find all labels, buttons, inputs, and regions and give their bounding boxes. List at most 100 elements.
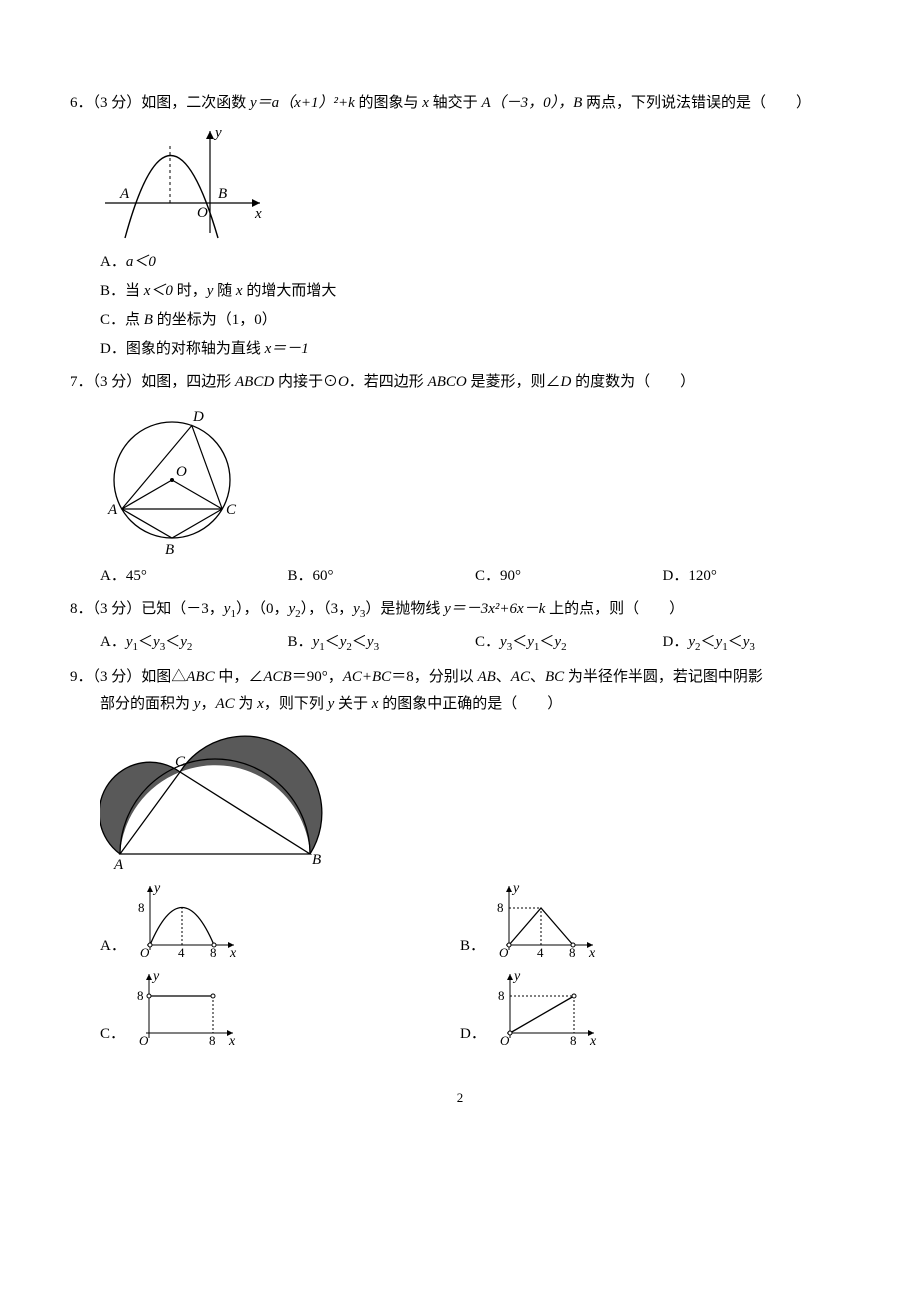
label: C．点	[100, 312, 144, 328]
f: ABCD	[235, 374, 274, 390]
q7-optD: D．120°	[663, 563, 851, 590]
q7-stem: 7．（3 分）如图，四边形 ABCD 内接于⊙O．若四边形 ABCO 是菱形，则…	[70, 369, 850, 396]
t: 8．（3 分）已知（－3，	[70, 601, 224, 617]
t: 为半径作半圆，若记图中阴影	[564, 669, 763, 685]
f: BC	[545, 669, 564, 685]
f: ABCO	[428, 374, 467, 390]
svg-text:4: 4	[178, 945, 185, 960]
q6-figure: y x A B O	[100, 123, 850, 243]
f: x＝－1	[265, 341, 309, 357]
f: B	[144, 312, 153, 328]
formula: a＜0	[126, 254, 156, 270]
svg-text:y: y	[213, 125, 222, 141]
f: y	[500, 634, 507, 650]
svg-text:O: O	[139, 1033, 149, 1048]
svg-text:x: x	[589, 1034, 597, 1048]
svg-text:A: A	[113, 857, 124, 873]
svg-text:O: O	[197, 205, 208, 221]
t: 中，∠	[215, 669, 264, 685]
f: AC+BC	[343, 669, 391, 685]
text: 轴交于	[429, 95, 482, 111]
t: ＜	[728, 634, 743, 650]
t: 为	[235, 696, 258, 712]
q6-optB: B．当 x＜0 时，y 随 x 的增大而增大	[100, 278, 850, 305]
svg-text:B: B	[165, 542, 174, 557]
f: y	[153, 634, 160, 650]
svg-text:y: y	[512, 969, 521, 984]
q6-optD: D．图象的对称轴为直线 x＝－1	[100, 336, 850, 363]
f: AB	[477, 669, 495, 685]
f: y	[180, 634, 187, 650]
t: 的度数为（ ）	[571, 374, 695, 390]
question-7: 7．（3 分）如图，四边形 ABCD 内接于⊙O．若四边形 ABCO 是菱形，则…	[70, 369, 850, 590]
q8-stem: 8．（3 分）已知（－3，y1），（0，y2），（3，y3）是抛物线 y＝－3x…	[70, 596, 850, 625]
svg-text:x: x	[229, 946, 237, 960]
s: 3	[374, 641, 380, 653]
q9-stem-line2: 部分的面积为 y，AC 为 x，则下列 y 关于 x 的图象中正确的是（ ）	[100, 691, 850, 718]
question-6: 6．（3 分）如图，二次函数 y＝a（x+1）²+k 的图象与 x 轴交于 A（…	[70, 90, 850, 363]
q9-options: A． 8 4 8 O y x B．	[100, 880, 850, 1056]
f: x＜0	[144, 283, 173, 299]
q7-optA: A．45°	[100, 563, 288, 590]
t: ＜	[352, 634, 367, 650]
svg-text:8: 8	[569, 945, 576, 960]
q7-optC: C．90°	[475, 563, 663, 590]
svg-text:C: C	[226, 502, 237, 518]
svg-text:8: 8	[137, 988, 144, 1003]
s: 2	[187, 641, 193, 653]
t: ），（3，	[301, 601, 354, 617]
t: 的图象中正确的是（ ）	[378, 696, 562, 712]
f: ABC	[186, 669, 214, 685]
q8-optB: B．y1＜y2＜y3	[288, 629, 476, 658]
q7-options: A．45° B．60° C．90° D．120°	[100, 563, 850, 590]
q7-figure: A B C D O	[100, 402, 850, 557]
page-number: 2	[70, 1086, 850, 1109]
f: y	[367, 634, 374, 650]
t: 内接于⊙	[274, 374, 338, 390]
q9-optB: B． 8 4 8 O y x	[460, 880, 820, 960]
q6-optA: A．a＜0	[100, 249, 850, 276]
q8-optD: D．y2＜y1＜y3	[663, 629, 851, 658]
svg-text:8: 8	[210, 945, 217, 960]
l: D．	[663, 634, 689, 650]
l: C．	[475, 634, 500, 650]
t: ＜	[325, 634, 340, 650]
svg-text:4: 4	[537, 945, 544, 960]
t: 是菱形，则∠	[467, 374, 561, 390]
svg-text:D: D	[192, 409, 204, 425]
f: AC	[215, 696, 234, 712]
q9-optC: C． 8 8 O y x	[100, 968, 460, 1048]
t: ＝8，分别以	[391, 669, 477, 685]
q9-optA: A． 8 4 8 O y x	[100, 880, 460, 960]
f: AC	[511, 669, 530, 685]
svg-text:y: y	[151, 969, 160, 984]
label: D．图象的对称轴为直线	[100, 341, 265, 357]
svg-text:x: x	[588, 946, 596, 960]
svg-text:y: y	[152, 881, 161, 896]
t: 的坐标为（1，0）	[153, 312, 277, 328]
t: ，	[200, 696, 215, 712]
f: y	[353, 601, 360, 617]
label: D．	[460, 1021, 486, 1048]
s: 2	[561, 641, 567, 653]
t: 、	[496, 669, 511, 685]
q8-optC: C．y3＜y1＜y2	[475, 629, 663, 658]
svg-text:O: O	[499, 945, 509, 960]
formula: y＝a（x+1）²+k	[250, 95, 355, 111]
label: C．	[100, 1021, 125, 1048]
t: 的增大而增大	[243, 283, 337, 299]
q6-options: A．a＜0 B．当 x＜0 时，y 随 x 的增大而增大 C．点 B 的坐标为（…	[100, 249, 850, 363]
f: y	[688, 634, 695, 650]
t: 、	[530, 669, 545, 685]
q6-stem: 6．（3 分）如图，二次函数 y＝a（x+1）²+k 的图象与 x 轴交于 A（…	[70, 90, 850, 117]
f: x	[236, 283, 243, 299]
l: A．	[100, 634, 126, 650]
text: 6．（3 分）如图，二次函数	[70, 95, 250, 111]
t: ＜	[539, 634, 554, 650]
svg-text:x: x	[254, 206, 262, 222]
t: 关于	[334, 696, 372, 712]
t: ＜	[165, 634, 180, 650]
t: ＝90°，	[292, 669, 343, 685]
q7-optB: B．60°	[288, 563, 476, 590]
f: x	[257, 696, 264, 712]
